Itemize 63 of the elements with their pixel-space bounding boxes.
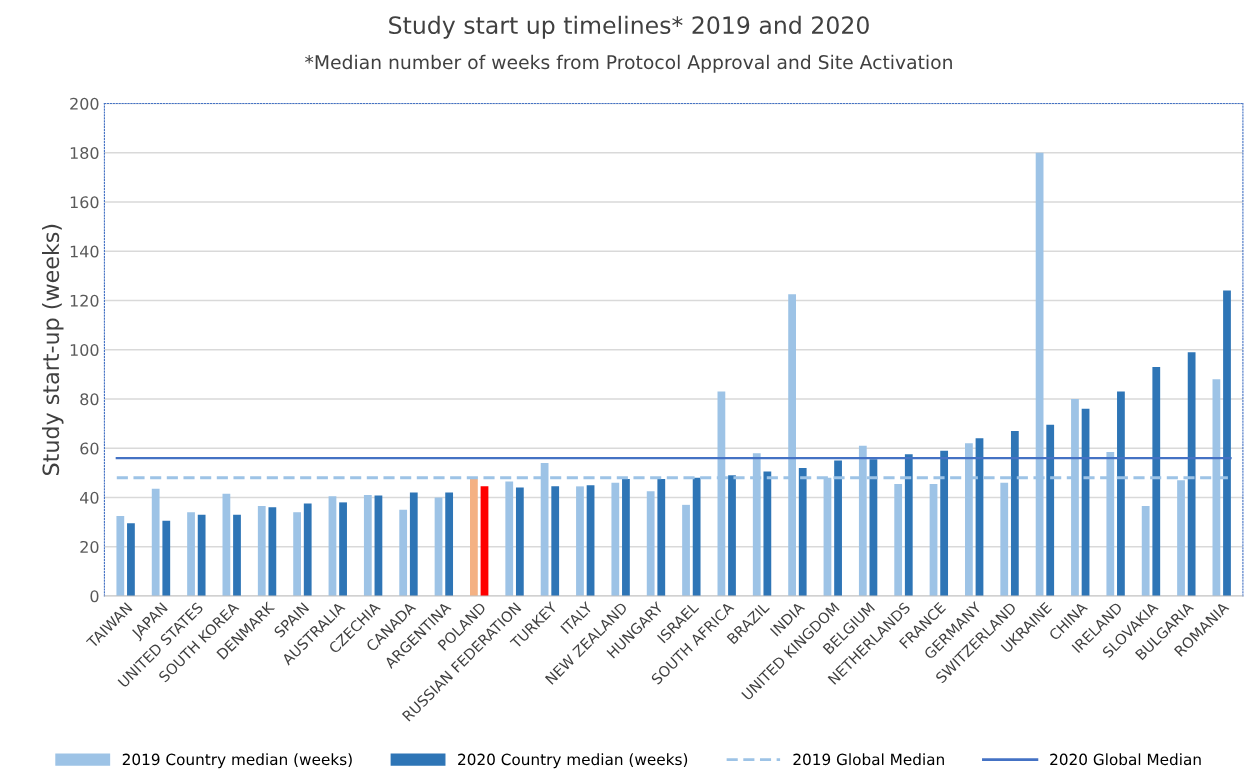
y-tick-label: 120 <box>70 294 99 307</box>
bar <box>409 492 418 596</box>
chart-title: Study start up timelines* 2019 and 2020 <box>389 15 869 39</box>
legend-label: 2019 Global Median <box>793 753 944 766</box>
y-tick-label: 160 <box>70 196 99 209</box>
bar <box>470 478 478 596</box>
bar <box>505 481 514 596</box>
bar <box>233 514 241 596</box>
bar <box>197 514 206 596</box>
bar <box>127 523 135 596</box>
bar <box>728 475 736 596</box>
bar <box>257 506 266 596</box>
bar <box>1141 506 1150 596</box>
bar <box>646 491 655 596</box>
y-tick-label: 100 <box>70 343 99 357</box>
y-tick-label: 140 <box>70 245 99 258</box>
bar <box>682 504 690 596</box>
bar <box>622 478 630 596</box>
bar <box>692 477 701 596</box>
y-tick-label: 0 <box>90 590 99 603</box>
bar <box>657 478 666 596</box>
bar <box>1117 391 1125 596</box>
bar <box>434 497 443 596</box>
bar <box>293 512 301 596</box>
y-tick-label: 40 <box>80 491 99 504</box>
chart-subtitle: *Median number of weeks from Protocol Approval and Site Activation <box>305 54 952 73</box>
bar <box>1010 430 1019 596</box>
y-tick-label: 80 <box>80 393 99 406</box>
y-axis-title: Study start-up (weeks) <box>42 224 64 476</box>
bar <box>798 467 807 596</box>
bar <box>904 454 913 596</box>
bar <box>834 460 842 596</box>
bar <box>162 520 171 596</box>
bar <box>303 503 312 596</box>
bar <box>515 487 524 596</box>
bar <box>1046 424 1055 596</box>
y-tick-label: 200 <box>70 97 99 110</box>
bar <box>763 471 772 596</box>
bar <box>1223 290 1231 596</box>
bar <box>940 450 949 596</box>
bar <box>551 486 560 596</box>
legend-label: 2019 Country median (weeks) <box>122 753 352 769</box>
bar <box>374 495 383 596</box>
y-tick-label: 20 <box>80 540 99 553</box>
bar <box>611 482 620 596</box>
legend-label: 2020 Global Median <box>1050 753 1201 766</box>
bar <box>151 488 160 596</box>
bar <box>1187 352 1196 596</box>
bar <box>894 483 903 596</box>
legend-label: 2020 Country median (weeks) <box>458 753 688 769</box>
bar <box>445 492 454 596</box>
bar <box>187 512 195 596</box>
bar <box>399 509 408 596</box>
bar <box>268 507 277 596</box>
y-tick-label: 180 <box>70 146 99 160</box>
bar <box>363 494 372 596</box>
bar <box>480 486 489 596</box>
bar <box>116 515 125 596</box>
bar <box>339 502 347 596</box>
y-tick-label: 60 <box>80 442 99 455</box>
bar <box>1152 366 1161 596</box>
bar <box>1000 482 1009 596</box>
bar <box>576 486 584 596</box>
